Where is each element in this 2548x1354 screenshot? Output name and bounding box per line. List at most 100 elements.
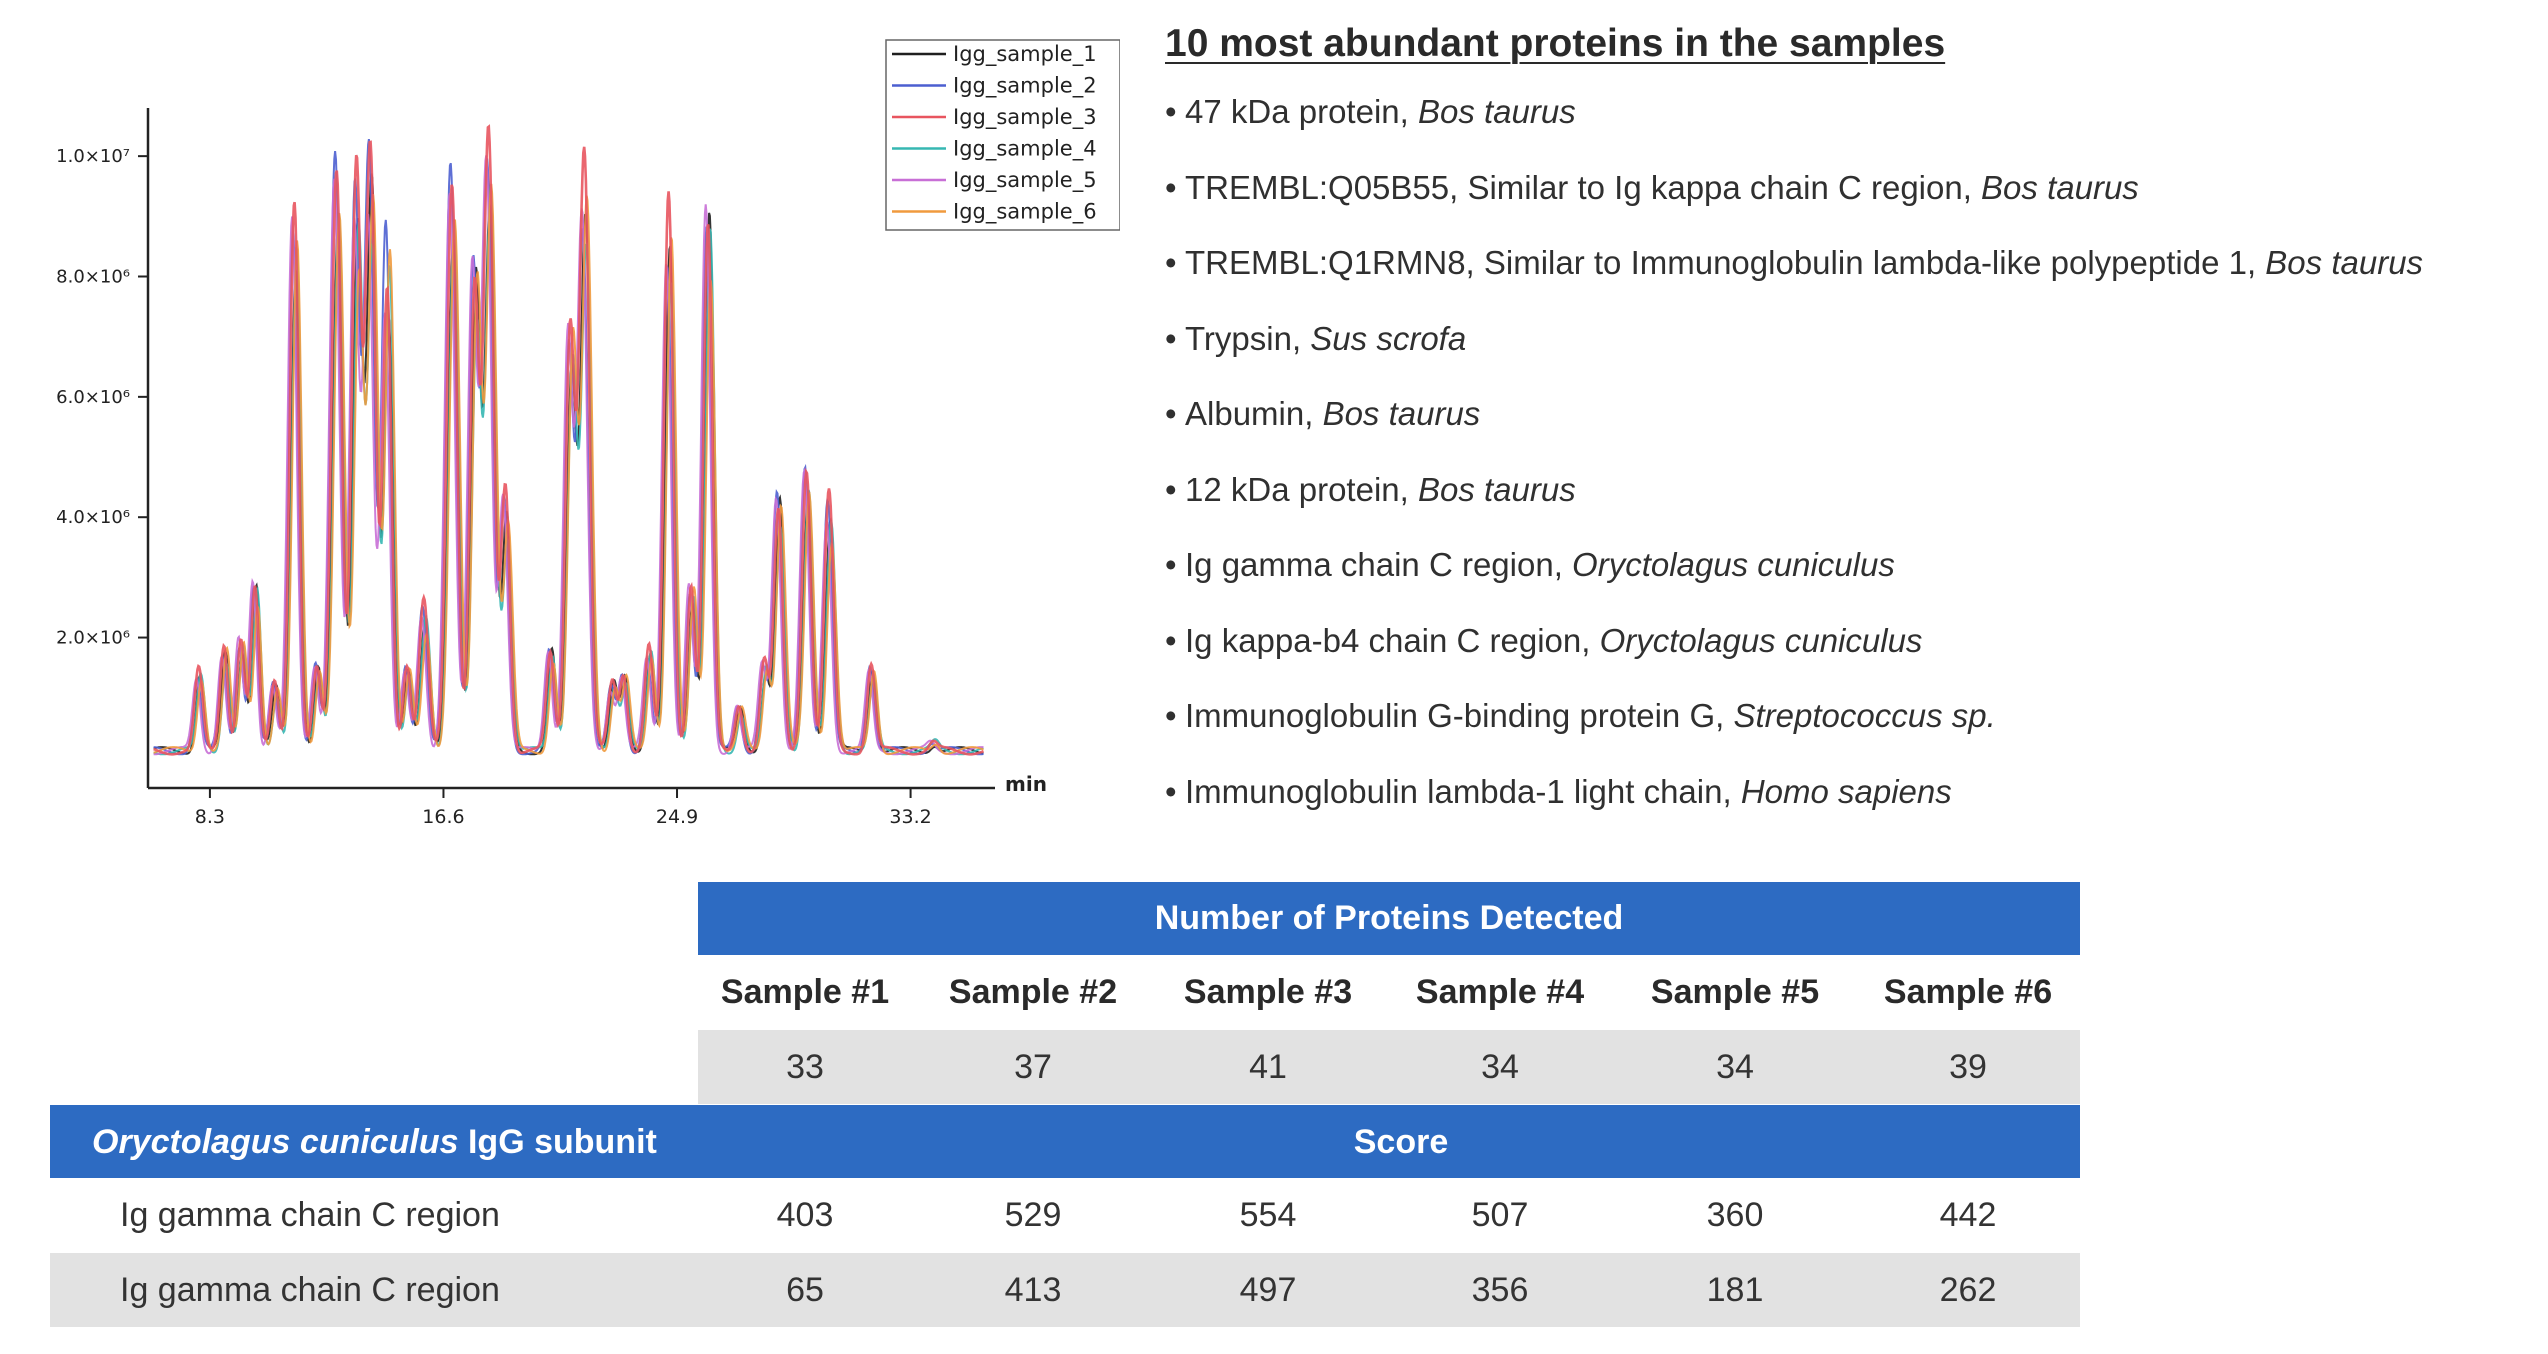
protein-name: Immunoglobulin lambda-1 light chain, [1185,772,1741,810]
protein-count: 41 [1249,1048,1287,1086]
legend-label: Igg_sample_6 [953,200,1097,225]
protein-count: 37 [1014,1048,1052,1086]
sample-header: Sample #1 [720,973,890,1011]
protein-name: TREMBL:Q05B55, Similar to Ig kappa chain… [1185,168,1982,206]
subunit-suffix: IgG subunit [458,1123,657,1161]
protein-count: 34 [1716,1048,1754,1086]
sample-header: Sample #4 [1415,973,1585,1011]
sample-header: Sample #2 [948,973,1118,1011]
score-value: 442 [1939,1196,1997,1234]
score-header-bar: Oryctolagus cuniculus IgG subunit Score [50,1105,2080,1178]
legend-label: Igg_sample_1 [953,42,1097,67]
sample-header: Sample #6 [1883,973,2053,1011]
protein-list-item: • TREMBL:Q1RMN8, Similar to Immunoglobuli… [1165,225,2535,301]
protein-name: TREMBL:Q1RMN8, Similar to Immunoglobulin… [1185,244,2266,281]
detected-title: Number of Proteins Detected [1154,899,1624,937]
score-value: 360 [1706,1196,1764,1234]
bullet-icon: • [1165,621,1177,659]
chromatogram-lines [153,124,985,756]
score-value: 65 [786,1271,824,1309]
score-rows: Ig gamma chain C region 403 529 554 507 360 44… [50,1178,2080,1327]
protein-species: Streptococcus sp. [1733,697,1996,734]
score-value: 497 [1239,1271,1297,1309]
score-value: 413 [1004,1271,1062,1309]
protein-list-item: • 12 kDa protein, Bos taurus [1165,452,2535,528]
proteins-detected-table: Number of Proteins Detected Sample #1 Sam… [698,882,2080,1104]
score-value: 181 [1706,1271,1764,1309]
x-tick-label: 16.6 [422,806,464,828]
protein-name: 47 kDa protein, [1185,93,1418,130]
sample-header: Sample #5 [1650,973,1820,1011]
score-row: Ig gamma chain C region 65 413 497 356 181 262 [50,1253,2080,1327]
x-tick-label: 24.9 [656,806,698,828]
score-value: 356 [1471,1271,1529,1309]
protein-list-item: • Ig kappa-b4 chain C region, Oryctolagus… [1165,603,2535,679]
detected-header-bar: Number of Proteins Detected [698,882,2080,955]
bullet-icon: • [1165,546,1177,583]
legend-label: Igg_sample_2 [953,74,1097,99]
protein-name: Immunoglobulin G-binding protein G, [1185,697,1734,734]
score-row: Ig gamma chain C region 403 529 554 507 360 44… [50,1178,2080,1253]
bullet-icon: • [1165,395,1177,432]
protein-list-item: • TREMBL:Q05B55, Similar to Ig kappa chai… [1165,150,2535,226]
protein-name: Trypsin, [1185,319,1311,357]
y-tick-label: 1.0×10⁷ [56,146,130,167]
y-tick-label: 2.0×10⁶ [56,628,130,649]
y-tick-label: 6.0×10⁶ [56,387,130,408]
score-row-label: Ig gamma chain C region [120,1271,500,1309]
protein-list-title: 10 most abundant proteins in the samples [1165,22,1946,65]
protein-name: Ig gamma chain C region, [1185,546,1573,583]
protein-species: Bos taurus [2265,244,2424,281]
score-value: 403 [776,1196,834,1234]
protein-name: 12 kDa protein, [1185,470,1418,508]
protein-count: 33 [786,1048,824,1086]
series-line-igg-sample-6 [153,183,984,756]
bullet-icon: • [1165,470,1177,508]
protein-list-panel: 10 most abundant proteins in the samples… [1165,22,2535,829]
chromatogram-chart: 2.0×10⁶ 4.0×10⁶ 6.0×10⁶ 8.0×10⁶ 1.0×10⁷ 8.3 1… [56,39,1120,828]
protein-species: Bos taurus [1417,93,1576,130]
bullet-icon: • [1165,93,1177,130]
y-tick-label: 8.0×10⁶ [56,266,130,287]
legend-box [885,39,1120,231]
protein-list-item: • Immunoglobulin G-binding protein G, Str… [1165,678,2535,754]
bullet-icon: • [1165,319,1177,357]
legend-label: Igg_sample_5 [953,168,1097,193]
protein-list-item: • 47 kDa protein, Bos taurus [1165,74,2535,150]
bullet-icon: • [1165,168,1177,206]
y-ticks: 2.0×10⁶ 4.0×10⁶ 6.0×10⁶ 8.0×10⁶ 1.0×10⁷ [56,146,148,649]
x-tick-label: 33.2 [889,806,931,828]
protein-name: Ig kappa-b4 chain C region, [1185,621,1600,659]
protein-count-row: 33 37 41 34 34 39 [698,1030,2080,1104]
protein-species: Sus scrofa [1310,319,1467,357]
protein-list-item: • Albumin, Bos taurus [1165,376,2535,452]
protein-species: Homo sapiens [1740,772,1952,810]
score-value: 529 [1004,1196,1062,1234]
protein-species: Bos taurus [1322,395,1481,432]
protein-name: Albumin, [1185,395,1323,432]
score-row-label: Ig gamma chain C region [120,1196,500,1234]
protein-list-item: • Ig gamma chain C region, Oryctolagus cu… [1165,527,2535,603]
igg-score-table: Oryctolagus cuniculus IgG subunit Score … [50,1105,2080,1327]
protein-count: 34 [1481,1048,1519,1086]
protein-count: 39 [1949,1048,1987,1086]
bullet-icon: • [1165,244,1177,281]
x-ticks: 8.3 16.6 24.9 33.2 [195,788,932,828]
protein-list: • 47 kDa protein, Bos taurus • TREMBL:Q05B5… [1165,74,2535,829]
protein-list-item: • Immunoglobulin lambda-1 light chain, Ho… [1165,754,2535,830]
score-value: 507 [1471,1196,1529,1234]
bullet-icon: • [1165,772,1177,810]
protein-species: Oryctolagus cuniculus [1599,621,1923,659]
protein-species: Oryctolagus cuniculus [1572,546,1895,583]
series-line-igg-sample-3 [153,124,985,756]
chart-legend: Igg_sample_1 Igg_sample_2 Igg_sample_3 Igg_… [885,39,1120,231]
y-tick-label: 4.0×10⁶ [56,507,130,528]
score-value: 262 [1939,1271,1997,1309]
x-tick-label: 8.3 [195,806,225,828]
subunit-header: Oryctolagus cuniculus IgG subunit [92,1123,657,1162]
legend-label: Igg_sample_4 [953,137,1097,162]
score-label: Score [1353,1123,1449,1161]
chart-axes [146,108,995,790]
subunit-species: Oryctolagus cuniculus [92,1123,459,1161]
x-axis-label: min [1005,772,1047,796]
